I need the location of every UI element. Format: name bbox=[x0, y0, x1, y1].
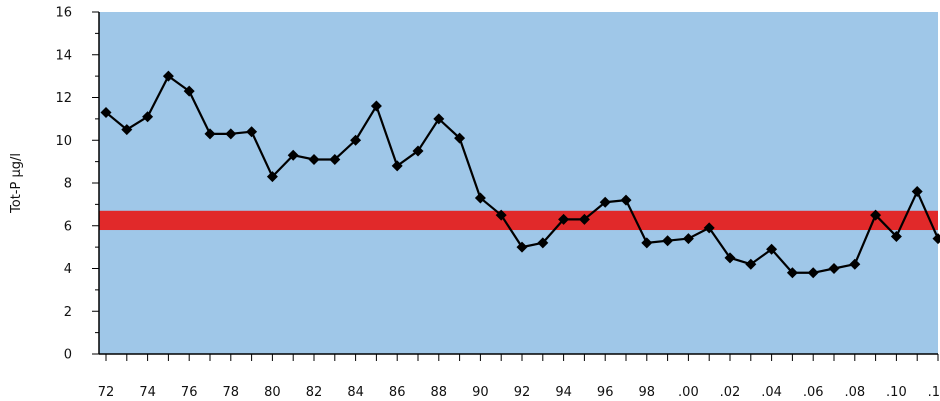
data-point-marker bbox=[890, 230, 902, 242]
x-tick-label: .00 bbox=[678, 385, 699, 400]
data-point-marker bbox=[454, 132, 466, 144]
data-point-marker bbox=[516, 241, 528, 253]
x-tick-label: 78 bbox=[223, 385, 240, 400]
y-tick-label: 8 bbox=[64, 177, 72, 192]
x-tick-label: 84 bbox=[347, 385, 364, 400]
y-tick-label: 10 bbox=[55, 134, 72, 149]
x-tick-label: 76 bbox=[181, 385, 198, 400]
data-point-marker bbox=[350, 134, 362, 146]
data-point-marker bbox=[682, 233, 694, 245]
y-tick-label: 0 bbox=[64, 348, 72, 363]
data-point-marker bbox=[870, 209, 882, 221]
x-tick-label: 80 bbox=[264, 385, 281, 400]
y-tick-label: 12 bbox=[55, 91, 72, 106]
y-tick-label: 6 bbox=[64, 219, 72, 234]
data-point-marker bbox=[100, 106, 112, 118]
x-tick-label: .04 bbox=[761, 385, 782, 400]
x-tick-label: 90 bbox=[472, 385, 489, 400]
data-point-marker bbox=[662, 235, 674, 247]
data-point-marker bbox=[578, 213, 590, 225]
x-tick-label: 98 bbox=[639, 385, 656, 400]
x-tick-label: .02 bbox=[720, 385, 741, 400]
y-axis-title: Tot-P µg/l bbox=[9, 153, 24, 214]
data-point-marker bbox=[246, 126, 258, 138]
x-tick-label: 82 bbox=[306, 385, 323, 400]
data-point-marker bbox=[474, 192, 486, 204]
x-tick-label: .10 bbox=[886, 385, 907, 400]
y-tick-label: 14 bbox=[55, 48, 72, 63]
data-point-marker bbox=[225, 128, 237, 140]
data-point-marker bbox=[703, 222, 715, 234]
x-tick-label: 96 bbox=[597, 385, 614, 400]
data-point-marker bbox=[142, 111, 154, 123]
data-point-marker bbox=[537, 237, 549, 249]
data-point-marker bbox=[745, 258, 757, 270]
data-point-marker bbox=[558, 213, 570, 225]
y-tick-label: 2 bbox=[64, 305, 72, 320]
x-tick-label: 72 bbox=[98, 385, 115, 400]
data-point-marker bbox=[308, 153, 320, 165]
data-point-marker bbox=[412, 145, 424, 157]
y-tick-label: 4 bbox=[64, 262, 72, 277]
data-point-marker bbox=[641, 237, 653, 249]
data-point-marker bbox=[121, 124, 133, 136]
data-point-marker bbox=[370, 100, 382, 112]
x-tick-label: 92 bbox=[514, 385, 531, 400]
data-point-marker bbox=[599, 196, 611, 208]
data-point-marker bbox=[849, 258, 861, 270]
data-point-marker bbox=[620, 194, 632, 206]
x-tick-label: .12 bbox=[928, 385, 940, 400]
data-point-marker bbox=[786, 267, 798, 279]
data-point-marker bbox=[495, 209, 507, 221]
reference-band bbox=[99, 210, 938, 231]
x-tick-label: 86 bbox=[389, 385, 406, 400]
data-point-marker bbox=[204, 128, 216, 140]
data-point-marker bbox=[932, 233, 940, 245]
data-point-marker bbox=[828, 263, 840, 274]
data-point-marker bbox=[183, 85, 195, 97]
data-point-marker bbox=[433, 113, 445, 125]
x-tick-label: .06 bbox=[803, 385, 824, 400]
x-tick-label: 94 bbox=[555, 385, 572, 400]
data-point-marker bbox=[724, 252, 736, 264]
x-tick-label: .08 bbox=[844, 385, 865, 400]
y-tick-label: 16 bbox=[55, 6, 72, 21]
data-point-marker bbox=[391, 160, 403, 172]
x-tick-label: 88 bbox=[431, 385, 448, 400]
x-tick-label: 74 bbox=[139, 385, 156, 400]
data-point-marker bbox=[162, 70, 174, 82]
plot-background bbox=[99, 12, 938, 354]
data-point-marker bbox=[911, 186, 923, 198]
data-point-marker bbox=[766, 243, 778, 255]
data-point-marker bbox=[807, 267, 819, 279]
data-point-marker bbox=[287, 149, 299, 161]
data-point-marker bbox=[329, 153, 341, 165]
data-point-marker bbox=[266, 171, 278, 183]
